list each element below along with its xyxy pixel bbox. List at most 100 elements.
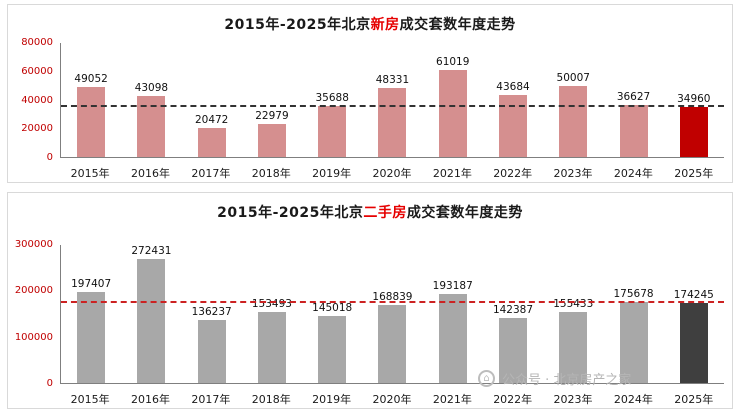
brand-logo-icon: ⌂ [478, 370, 495, 387]
y-axis: 0 20000 40000 60000 80000 [16, 37, 60, 163]
bar-value-label: 193187 [432, 280, 473, 293]
bar-group: 145018 [302, 245, 362, 383]
bar [77, 292, 106, 383]
bar-group: 48331 [362, 43, 422, 157]
bar-value-label: 20472 [194, 113, 229, 126]
watermark: ⌂ 公众号 · 北京房产之家 [478, 369, 631, 388]
bar-group: 43098 [121, 43, 181, 157]
x-tick-label: 2020年 [372, 393, 412, 406]
bar-group: 43684 [483, 43, 543, 157]
plot-area: 197407 272431 136237 153493 145018 168839 1931… [60, 245, 724, 384]
bar [559, 311, 588, 383]
chart-resale-homes: 2015年-2025年北京二手房成交套数年度走势 0 100000 200000 30… [7, 192, 733, 409]
title-highlight: 新房 [370, 17, 400, 33]
y-axis: 0 100000 200000 300000 [14, 239, 60, 389]
x-tick-label: 2017年 [191, 167, 231, 180]
y-tick-label: 0 [46, 378, 53, 389]
bar-value-label: 153493 [251, 298, 292, 311]
bar [197, 320, 226, 383]
bar-value-label: 168839 [372, 291, 413, 304]
bar-group: 61019 [423, 43, 483, 157]
bar [498, 317, 527, 383]
bar-value-label: 197407 [71, 278, 112, 291]
bar-value-label: 50007 [556, 71, 590, 84]
x-tick-label: 2022年 [493, 167, 533, 180]
bar-value-label: 174245 [673, 288, 714, 301]
bar [438, 70, 467, 157]
bar-value-label: 36627 [616, 90, 651, 103]
bar-value-label: 48331 [375, 74, 410, 87]
bar [559, 85, 588, 157]
x-tick-label: 2015年 [70, 167, 110, 180]
title-suffix: 成交套数年度走势 [406, 205, 523, 221]
x-tick-label: 2023年 [553, 393, 593, 406]
y-tick-label: 100000 [14, 331, 53, 343]
x-tick-label: 2023年 [553, 167, 593, 180]
y-tick-label: 0 [46, 152, 53, 163]
x-tick-label: 2016年 [131, 167, 171, 180]
bar-value-label: 155433 [553, 297, 594, 310]
x-tick-label: 2019年 [312, 167, 352, 180]
title-suffix: 成交套数年度走势 [399, 17, 516, 33]
title-prefix: 2015年-2025年北京 [224, 17, 371, 33]
x-tick-label: 2016年 [131, 393, 171, 406]
bar-value-label: 142387 [492, 303, 534, 316]
bar [257, 124, 286, 157]
title-highlight: 二手房 [363, 205, 407, 221]
y-tick-label: 80000 [21, 37, 53, 48]
bar-group: 34960 [664, 43, 724, 157]
bar-group: 168839 [362, 245, 422, 383]
chart-new-homes: 2015年-2025年北京新房成交套数年度走势 0 20000 40000 60000… [7, 4, 733, 183]
x-tick-label: 2025年 [674, 393, 714, 406]
chart-title-resale-homes: 2015年-2025年北京二手房成交套数年度走势 [8, 193, 732, 222]
bar-group: 49052 [61, 43, 121, 157]
bar-value-label: 49052 [74, 73, 108, 86]
bar-group: 175678 [603, 245, 663, 383]
bar [257, 312, 286, 383]
y-tick-label: 60000 [21, 65, 53, 77]
x-tick-label: 2021年 [432, 393, 472, 406]
chart-body: 0 20000 40000 60000 80000 49052 43098 20472 229… [16, 37, 726, 180]
bar-group: 22979 [242, 43, 302, 157]
bar [679, 107, 708, 157]
x-tick-label: 2022年 [493, 393, 533, 406]
bar-group: 136237 [182, 245, 242, 383]
x-tick-label: 2017年 [191, 393, 231, 406]
bar-group: 50007 [543, 43, 603, 157]
bar-value-label: 175678 [613, 288, 654, 301]
bar-group: 197407 [61, 245, 121, 383]
y-tick-label: 20000 [21, 123, 53, 135]
bar [378, 305, 407, 383]
bar-group: 35688 [302, 43, 362, 157]
bar-group: 153493 [242, 245, 302, 383]
bar-value-label: 43684 [496, 80, 530, 93]
bar [318, 316, 347, 383]
x-tick-label: 2015年 [70, 393, 110, 406]
watermark-text: 公众号 · 北京房产之家 [502, 373, 632, 388]
bar-group: 155433 [543, 245, 603, 383]
bar-group: 36627 [603, 43, 663, 157]
bar [378, 88, 407, 157]
bar-value-label: 34960 [677, 93, 711, 106]
bar [197, 127, 226, 157]
bar-value-label: 272431 [131, 245, 172, 257]
x-tick-label: 2019年 [312, 393, 352, 406]
x-tick-label: 2021年 [432, 167, 472, 180]
plot-area: 49052 43098 20472 22979 35688 48331 61019 43684… [60, 43, 724, 158]
bar-group: 174245 [664, 245, 724, 383]
bar-group: 20472 [182, 43, 242, 157]
bar-value-label: 22979 [255, 110, 289, 123]
bar-group: 272431 [121, 245, 181, 383]
bar-value-label: 136237 [191, 306, 232, 319]
y-tick-label: 40000 [21, 94, 53, 106]
x-tick-label: 2020年 [372, 167, 412, 180]
x-tick-label: 2018年 [251, 393, 291, 406]
x-tick-label: 2025年 [674, 167, 714, 180]
x-tick-label: 2018年 [251, 167, 291, 180]
bar [679, 302, 708, 383]
bar-group: 193187 [423, 245, 483, 383]
y-tick-label: 300000 [14, 239, 53, 250]
y-tick-label: 200000 [14, 285, 53, 297]
bar-group: 142387 [483, 245, 543, 383]
bar [619, 302, 648, 383]
